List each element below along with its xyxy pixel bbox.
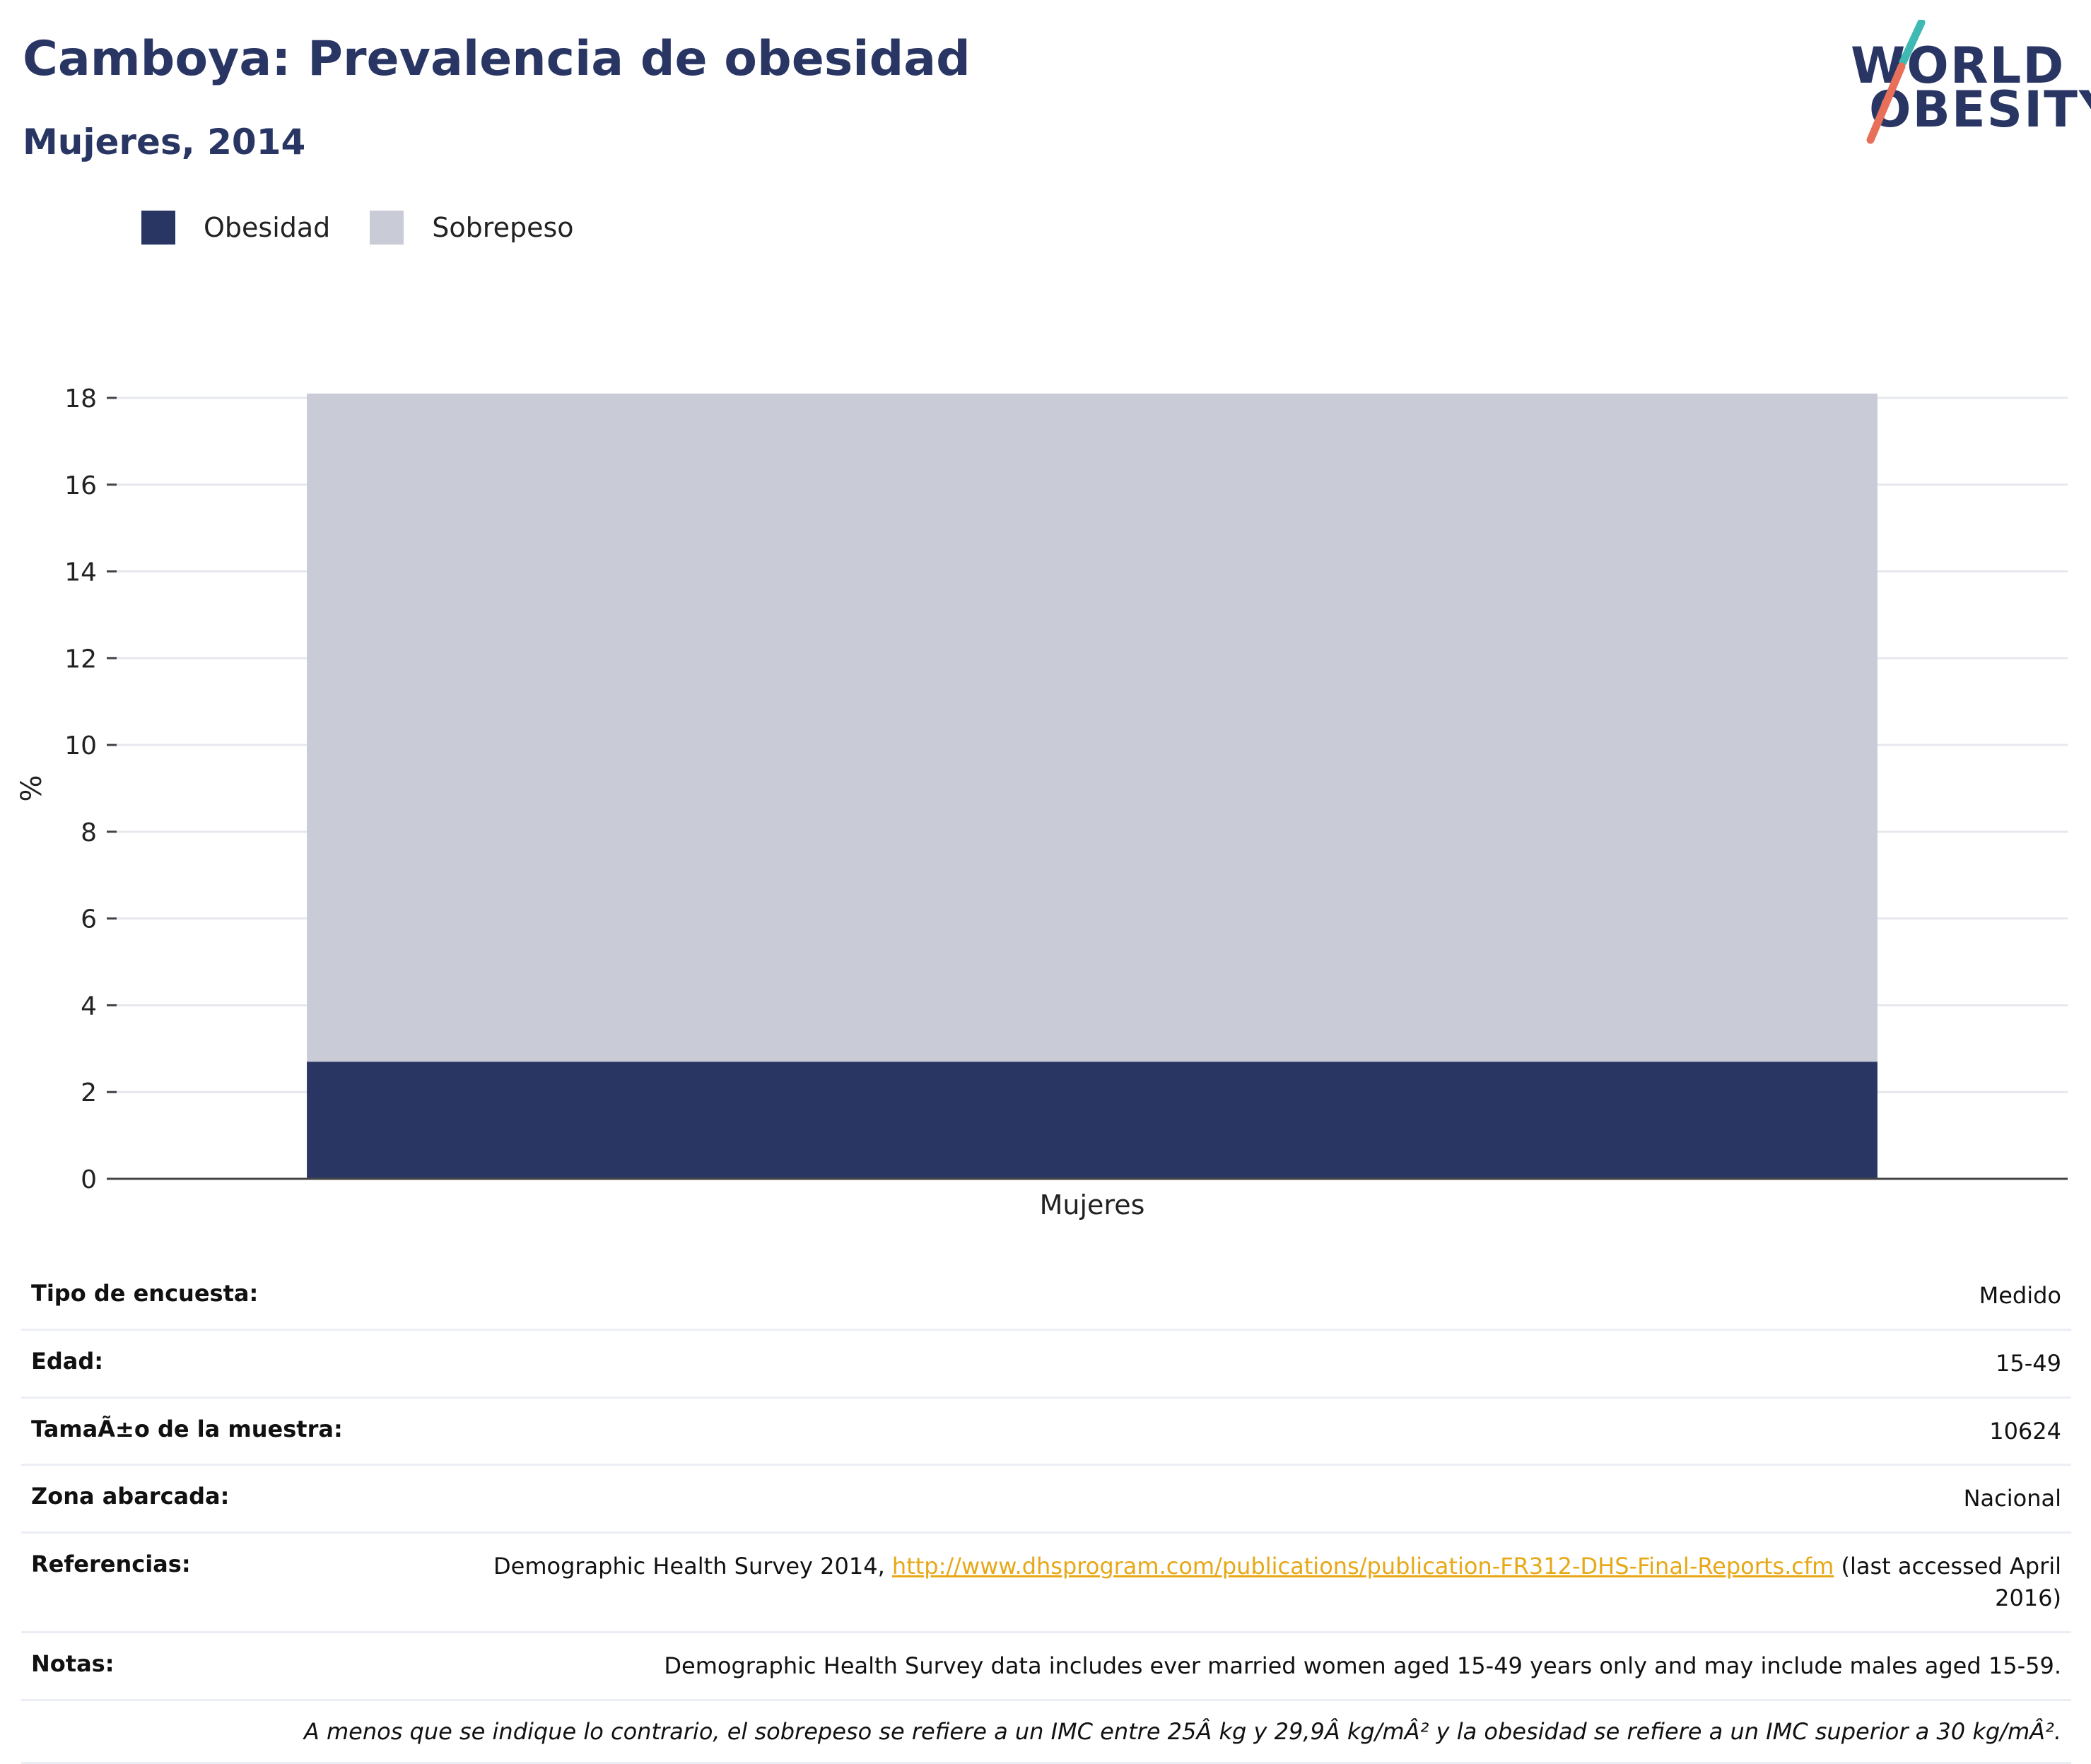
reference-suffix: (last accessed April 2016) — [1834, 1553, 2061, 1611]
legend-label-obesidad: Obesidad — [204, 212, 331, 243]
info-row-notes: Notas: Demographic Health Survey data in… — [21, 1632, 2071, 1700]
info-label: Tipo de encuesta: — [31, 1280, 259, 1307]
info-row-coverage: Zona abarcada: Nacional — [21, 1465, 2071, 1533]
reference-prefix: Demographic Health Survey 2014, — [493, 1553, 892, 1580]
chart-title: Camboya: Prevalencia de obesidad — [23, 31, 971, 87]
info-value: Demographic Health Survey data includes … — [664, 1652, 2061, 1679]
footnote-text: A menos que se indique lo contrario, el … — [303, 1717, 2061, 1745]
info-row-references: Referencias: Demographic Health Survey 2… — [21, 1533, 2071, 1633]
x-tick-label: Mujeres — [1040, 1189, 1145, 1221]
legend-swatch-obesidad — [141, 211, 175, 245]
legend-swatch-sobrepeso — [370, 211, 404, 245]
info-row-sample-size: TamaÃ±o de la muestra: 10624 — [21, 1397, 2071, 1465]
y-tick-label: 12 — [64, 645, 97, 674]
info-label: Referencias: — [31, 1551, 191, 1578]
y-tick-label: 6 — [81, 905, 97, 934]
survey-info-table: Tipo de encuesta: Medido Edad: 15-49 Tam… — [21, 1263, 2071, 1764]
logo-word-world: WORLD — [1851, 37, 2066, 95]
legend-item-obesidad[interactable]: Obesidad — [141, 211, 330, 245]
y-axis-title: % — [16, 775, 48, 801]
stacked-bar-chart: 0 2 4 6 8 10 12 14 16 18 Mujeres% — [16, 384, 2068, 1221]
info-value: 10624 — [1989, 1417, 2061, 1445]
world-obesity-logo: WORLD OBESITY — [1838, 20, 2091, 147]
y-tick-label: 4 — [81, 992, 97, 1021]
info-row-survey-type: Tipo de encuesta: Medido — [21, 1263, 2071, 1330]
bar-obesidad — [307, 1062, 1878, 1179]
logo-word-obesity: OBESITY — [1869, 81, 2091, 139]
legend-item-sobrepeso[interactable]: Sobrepeso — [370, 211, 574, 245]
info-label: Notas: — [31, 1650, 115, 1677]
logo-slash-icon — [1866, 20, 1926, 144]
y-tick-label: 16 — [64, 471, 97, 500]
chart-subtitle: Mujeres, 2014 — [23, 122, 306, 163]
info-label: Edad: — [31, 1347, 104, 1375]
info-value: 15-49 — [1996, 1349, 2061, 1377]
info-label: Zona abarcada: — [31, 1483, 230, 1510]
y-tick-label: 14 — [64, 558, 97, 587]
info-row-footnote: A menos que se indique lo contrario, el … — [21, 1700, 2071, 1763]
y-tick-label: 0 — [81, 1165, 97, 1194]
info-value: Nacional — [1963, 1485, 2061, 1512]
y-tick-label: 18 — [64, 384, 97, 413]
info-label: TamaÃ±o de la muestra: — [31, 1415, 343, 1442]
reference-link[interactable]: http://www.dhsprogram.com/publications/p… — [891, 1553, 1834, 1580]
info-value: Demographic Health Survey 2014, http://w… — [479, 1533, 2071, 1633]
y-tick-label: 10 — [64, 731, 97, 760]
info-row-age: Edad: 15-49 — [21, 1329, 2071, 1398]
bar-sobrepeso — [307, 393, 1878, 1062]
y-tick-label: 8 — [81, 818, 97, 847]
legend-label-sobrepeso: Sobrepeso — [432, 212, 574, 243]
chart-legend: Obesidad Sobrepeso — [141, 211, 614, 245]
y-tick-label: 2 — [81, 1078, 97, 1107]
info-value: Medido — [1979, 1282, 2061, 1309]
